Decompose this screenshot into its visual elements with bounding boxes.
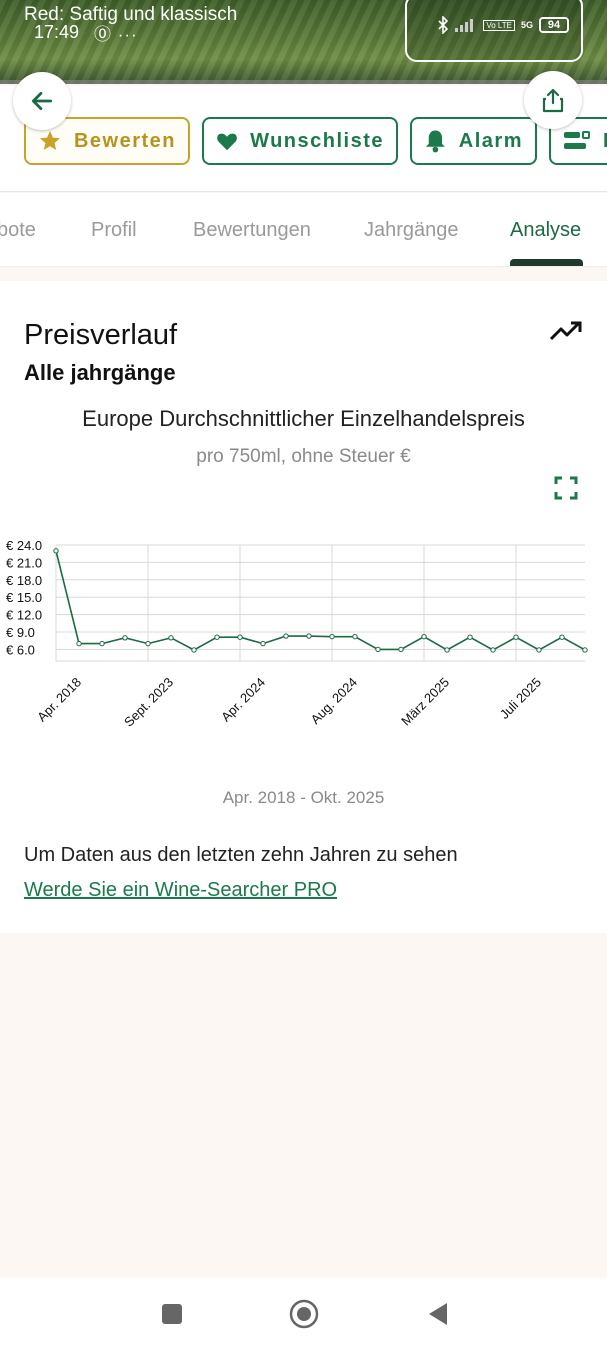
wishlist-label: Wunschliste (250, 129, 384, 152)
rate-button[interactable]: Bewerten (24, 117, 190, 165)
y-tick-label: € 6.0 (6, 642, 35, 657)
price-point (237, 634, 243, 640)
price-point (329, 633, 335, 640)
price-point (145, 640, 151, 647)
chart-note: pro 750ml, ohne Steuer € (196, 446, 411, 467)
notification-title: Red: Saftig und klassisch (24, 4, 238, 25)
square-icon (162, 1304, 182, 1324)
tab-bewertungen[interactable]: Bewertungen (193, 219, 311, 241)
price-point (168, 635, 174, 641)
heart-icon (217, 133, 237, 151)
price-point (122, 635, 128, 641)
status-notification-icons: ⓪ ··· (94, 25, 138, 44)
price-point (444, 647, 450, 653)
star-icon (39, 131, 60, 150)
network-label: 5G (520, 20, 533, 30)
price-point (490, 647, 496, 653)
y-tick-label: € 12.0 (6, 608, 42, 623)
recent-apps-button[interactable] (156, 1298, 188, 1330)
alarm-button[interactable]: Alarm (410, 117, 537, 165)
fullscreen-icon[interactable] (554, 476, 578, 500)
price-point (53, 548, 59, 554)
card-title: Preisverlauf (24, 319, 178, 351)
x-tick-label: März 2025 (398, 675, 452, 729)
compare-label: K (603, 130, 607, 153)
price-point (582, 647, 588, 653)
compare-icon (564, 131, 590, 149)
x-tick-label: Juli 2025 (497, 675, 544, 722)
price-point (375, 646, 381, 653)
price-point (214, 634, 220, 640)
battery-icon: 94 (539, 17, 569, 33)
price-point (513, 634, 519, 640)
share-button[interactable] (524, 71, 582, 129)
back-nav-button[interactable] (422, 1298, 454, 1330)
chart-heading: Europe Durchschnittlicher Einzelhandelsp… (82, 406, 525, 431)
wine-header-image: Red: Saftig und klassisch 17:49 ⓪ ··· Vo… (0, 0, 607, 84)
price-point (421, 633, 427, 640)
price-chart: € 24.0 € 21.0 € 18.0 € 15.0 € 12.0 € 9.0 € 6.0… (6, 538, 588, 730)
price-point (536, 647, 542, 653)
action-bar: Bewerten Wunschliste Alarm K (0, 86, 607, 192)
y-tick-label: € 21.0 (6, 555, 42, 570)
bell-icon (425, 130, 445, 153)
x-tick-label: Sept. 2023 (121, 675, 176, 730)
tab-analyse[interactable]: Analyse (510, 219, 582, 241)
rate-label: Bewerten (73, 129, 176, 152)
card-subtitle: Alle jahrgänge (24, 360, 176, 385)
pro-info-text: Um Daten aus den letzten zehn Jahren zu … (24, 844, 458, 866)
x-tick-label: Apr. 2018 (34, 675, 84, 725)
y-tick-label: € 24.0 (6, 538, 42, 553)
price-point (99, 640, 105, 647)
back-button[interactable] (13, 72, 71, 130)
tab-bar: bote Profil Bewertungen Jahrgänge Analys… (0, 193, 607, 267)
arrow-left-icon (31, 92, 53, 110)
pro-upgrade-link[interactable]: Werde Sie ein Wine-Searcher PRO (24, 879, 338, 901)
date-range: Apr. 2018 - Okt. 2025 (222, 788, 385, 807)
volte-label: Vo LTE (483, 19, 515, 31)
status-icons-panel: Vo LTE 5G 94 (405, 0, 583, 62)
y-tick-label: € 15.0 (6, 590, 42, 605)
bluetooth-icon (438, 16, 449, 34)
home-button[interactable] (288, 1298, 320, 1330)
wishlist-button[interactable]: Wunschliste (202, 117, 398, 165)
price-point (559, 634, 565, 640)
circle-icon (289, 1299, 319, 1329)
alarm-label: Alarm (458, 129, 523, 152)
x-tick-label: Apr. 2024 (218, 675, 268, 725)
system-nav-bar (0, 1278, 607, 1350)
price-point (283, 633, 289, 639)
active-tab-indicator (510, 259, 583, 266)
signal-icon (455, 19, 474, 32)
triangle-back-icon (429, 1303, 447, 1325)
share-icon (542, 88, 564, 113)
price-point (352, 633, 358, 640)
price-point (76, 640, 82, 647)
price-point (260, 640, 266, 647)
price-history-card: Preisverlauf Alle jahrgänge Europe Durch… (0, 281, 607, 933)
price-point (467, 634, 473, 640)
y-tick-label: € 9.0 (6, 625, 35, 640)
tab-jahrgaenge[interactable]: Jahrgänge (364, 219, 459, 241)
price-line (55, 550, 586, 651)
x-tick-label: Aug. 2024 (308, 675, 361, 728)
price-point (398, 646, 404, 653)
trending-up-icon[interactable] (549, 319, 583, 343)
price-point (306, 633, 312, 639)
tab-profil[interactable]: Profil (91, 219, 137, 241)
tab-angebote[interactable]: bote (0, 219, 36, 241)
price-point (191, 647, 197, 653)
y-tick-label: € 18.0 (6, 573, 42, 588)
status-clock: 17:49 (34, 22, 80, 42)
